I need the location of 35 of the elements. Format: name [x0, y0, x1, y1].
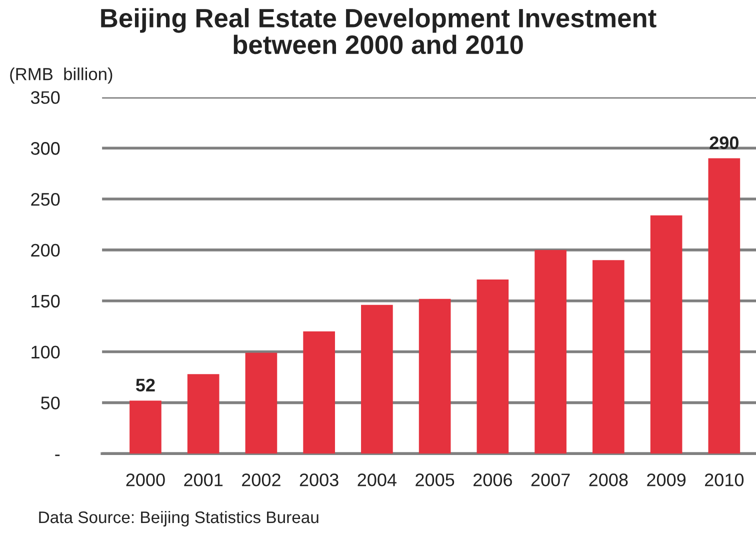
y-tick-label: - — [55, 454, 60, 456]
x-tick-label: 2001 — [184, 474, 223, 486]
x-tick-label: 2002 — [242, 474, 280, 486]
y-tick-label: 150 — [32, 294, 60, 308]
bar — [245, 352, 278, 454]
x-tick-label: 2004 — [358, 474, 397, 486]
bar — [534, 250, 566, 454]
bar — [187, 374, 220, 454]
bar — [650, 215, 682, 454]
chart-title: Beijing Real Estate Development Investment between 2000 and 2010 — [101, 8, 656, 54]
bar — [592, 260, 624, 454]
x-tick-label: 2006 — [474, 474, 512, 486]
y-axis-title: (RMB billion) — [10, 68, 112, 84]
bar — [418, 298, 451, 454]
x-tick-label: 2010 — [705, 474, 744, 486]
x-tick-label: 2009 — [647, 474, 686, 486]
y-tick-label: 250 — [31, 192, 60, 206]
y-tick-label: 350 — [30, 91, 60, 104]
y-tick-label: 100 — [32, 346, 60, 358]
bar — [476, 279, 509, 454]
bar — [130, 400, 162, 454]
x-tick-label: 2007 — [531, 474, 570, 486]
x-tick-label: 2008 — [589, 474, 628, 486]
bar — [708, 158, 740, 454]
source-note: Data Source: Beijing Statistics Bureau — [39, 510, 318, 526]
data-label: 290 — [710, 136, 738, 150]
x-tick-label: 2005 — [416, 474, 454, 486]
y-tick-label: 50 — [41, 396, 60, 410]
bar — [303, 331, 335, 454]
data-label: 52 — [136, 378, 155, 392]
bar — [361, 304, 393, 454]
y-tick-label: 300 — [30, 142, 60, 155]
x-tick-label: 2003 — [300, 474, 338, 486]
y-tick-label: 200 — [31, 244, 60, 257]
x-tick-label: 2000 — [126, 474, 165, 486]
